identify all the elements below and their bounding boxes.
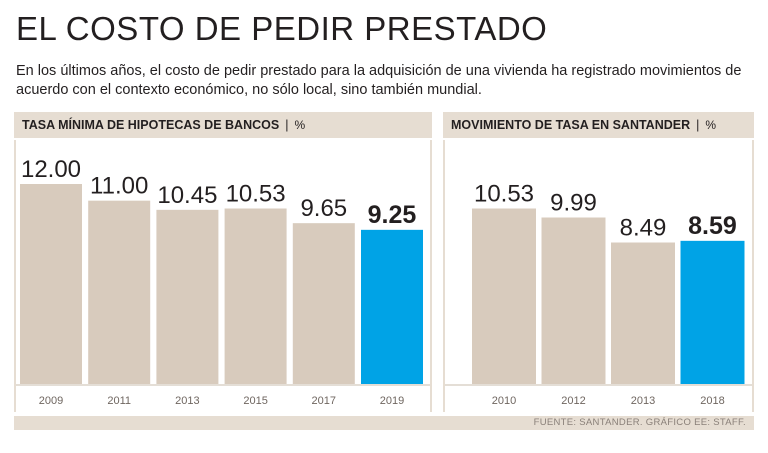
left-chart-title: TASA MÍNIMA DE HIPOTECAS DE BANCOS: [22, 118, 280, 132]
left-bar-2013: [156, 209, 219, 384]
left-bar-2019: [361, 229, 423, 384]
right-value-label-2010: 10.53: [474, 181, 534, 208]
right-bar-2013: [611, 242, 675, 384]
left-value-label-2019: 9.25: [368, 201, 417, 229]
right-tick-label-2012: 2012: [561, 395, 585, 407]
right-tick-label-2010: 2010: [492, 395, 516, 407]
right-bar-2018: [680, 240, 745, 384]
right-chart-unit: %: [705, 118, 717, 132]
left-tick-label-2019: 2019: [380, 395, 404, 407]
left-chart-header: TASA MÍNIMA DE HIPOTECAS DE BANCOS | %: [14, 112, 432, 138]
left-value-label-2017: 9.65: [300, 195, 347, 222]
left-bar-2015: [224, 208, 287, 384]
right-chart-title: MOVIMIENTO DE TASA EN SANTANDER: [451, 118, 691, 132]
left-bar-2017: [292, 223, 355, 384]
left-bar-2011: [88, 200, 151, 384]
right-chart-header: MOVIMIENTO DE TASA EN SANTANDER | %: [443, 112, 754, 138]
right-value-label-2012: 9.99: [550, 190, 597, 217]
left-chart-unit: %: [294, 118, 306, 132]
left-value-label-2011: 11.00: [90, 173, 148, 200]
left-value-label-2015: 10.53: [226, 181, 286, 208]
header-separator: |: [696, 118, 700, 132]
page-subtitle: En los últimos años, el costo de pedir p…: [16, 63, 742, 98]
left-tick-label-2015: 2015: [243, 395, 267, 407]
right-value-label-2013: 8.49: [620, 215, 667, 242]
page-title: EL COSTO DE PEDIR PRESTADO: [16, 10, 548, 47]
left-tick-label-2009: 2009: [39, 395, 63, 407]
left-value-label-2013: 10.45: [157, 182, 217, 209]
right-bar-2010: [472, 208, 536, 384]
left-value-label-2009: 12.00: [21, 156, 81, 183]
left-tick-label-2017: 2017: [312, 395, 336, 407]
left-tick-label-2013: 2013: [175, 395, 199, 407]
right-tick-label-2013: 2013: [631, 395, 655, 407]
right-bar-2012: [541, 217, 606, 384]
right-value-label-2018: 8.59: [688, 212, 737, 240]
source-note: FUENTE: SANTANDER. GRÁFICO EE: STAFF.: [14, 416, 754, 430]
right-tick-label-2018: 2018: [700, 395, 724, 407]
left-bar-2009: [20, 184, 82, 384]
header-separator: |: [285, 118, 289, 132]
left-tick-label-2011: 2011: [107, 395, 131, 407]
